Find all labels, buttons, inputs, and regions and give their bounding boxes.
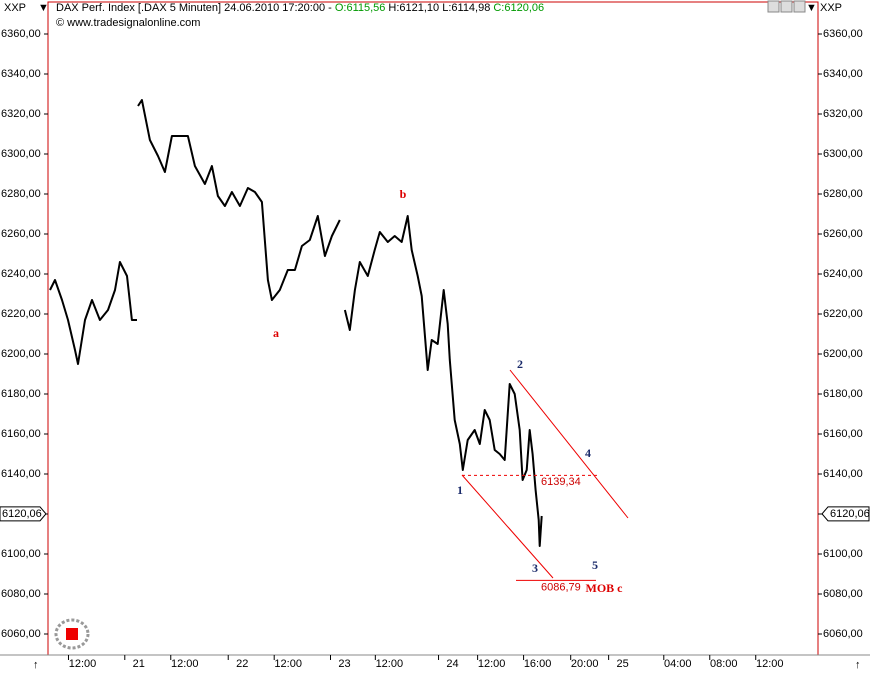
x-tick-label: 20:00 [571,658,599,670]
y-tick-label: 6200,00 [1,348,41,360]
symbol-label: XXP [820,2,842,14]
y-tick-label: 6060,00 [1,628,41,640]
close: C:6120,06 [493,2,544,14]
dropdown-arrow[interactable]: ▼ [38,2,49,14]
channel-line [461,474,554,579]
y-tick-label: 6180,00 [823,388,863,400]
x-tick-label: 08:00 [710,658,738,670]
x-tick-label: 12:00 [69,658,97,670]
y-tick-label: 6160,00 [1,428,41,440]
y-tick-label: 6100,00 [1,548,41,560]
level-label: 6086,79 [541,581,581,593]
wave-label: b [400,187,407,201]
y-tick-label: 6200,00 [823,348,863,360]
wave-label: a [273,326,279,340]
y-tick-label: 6280,00 [823,188,863,200]
wave-label: 4 [585,446,591,460]
window-buttons [767,0,806,13]
y-tick-label: 6180,00 [1,388,41,400]
last-price-marker [0,506,47,522]
instrument: DAX Perf. Index [.DAX 5 Minuten] 24.06.2… [56,2,335,14]
last-price-marker [821,506,870,522]
last-price-label: 6120,06 [2,508,42,520]
wave-label: MOB c [586,581,624,595]
y-tick-label: 6260,00 [823,228,863,240]
y-tick-label: 6280,00 [1,188,41,200]
y-tick-label: 6320,00 [1,108,41,120]
y-tick-label: 6060,00 [823,628,863,640]
copyright: © www.tradesignalonline.com [56,17,200,29]
y-tick-label: 6340,00 [823,68,863,80]
y-tick-label: 6140,00 [823,468,863,480]
y-tick-label: 6300,00 [1,148,41,160]
y-tick-label: 6160,00 [823,428,863,440]
price-line [49,99,543,547]
wave-label: 5 [592,558,598,572]
y-tick-label: 6260,00 [1,228,41,240]
y-tick-label: 6320,00 [823,108,863,120]
x-tick-label: 04:00 [664,658,692,670]
x-tick-label: 12:00 [756,658,784,670]
x-tick-label: 23 [338,658,350,670]
y-tick-label: 6080,00 [1,588,41,600]
y-tick-label: 6340,00 [1,68,41,80]
y-tick-label: 6220,00 [1,308,41,320]
button[interactable] [767,0,780,13]
y-tick-label: 6080,00 [823,588,863,600]
x-tick-label: 25 [617,658,629,670]
scroll-arrow[interactable]: ↑ [33,659,39,671]
channel-line [509,369,629,519]
y-tick-label: 6300,00 [823,148,863,160]
y-tick-label: 6140,00 [1,468,41,480]
wave-label: 1 [457,483,463,497]
x-tick-label: 21 [133,658,145,670]
open: O:6115,56 [335,2,386,14]
y-tick-label: 6240,00 [1,268,41,280]
x-tick-label: 22 [236,658,248,670]
x-tick-label: 24 [446,658,458,670]
wave-label: 2 [517,357,523,371]
y-tick-label: 6220,00 [823,308,863,320]
button[interactable] [793,0,806,13]
header: DAX Perf. Index [.DAX 5 Minuten] 24.06.2… [56,2,544,14]
button[interactable] [780,0,793,13]
y-tick-label: 6360,00 [1,28,41,40]
x-tick-label: 12:00 [171,658,199,670]
scroll-arrow[interactable]: ↑ [855,659,861,671]
high-low: H:6121,10 L:6114,98 [388,2,490,14]
logo [54,618,90,650]
y-tick-label: 6100,00 [823,548,863,560]
x-tick-label: 16:00 [524,658,552,670]
symbol-label: XXP [4,2,26,14]
x-tick-label: 12:00 [274,658,302,670]
level-label: 6139,34 [541,476,581,488]
x-tick-label: 12:00 [376,658,404,670]
x-tick-label: 12:00 [478,658,506,670]
last-price-label: 6120,06 [830,508,870,520]
dropdown-arrow[interactable]: ▼ [806,2,817,14]
wave-label: 3 [532,561,538,575]
y-tick-label: 6360,00 [823,28,863,40]
y-tick-label: 6240,00 [823,268,863,280]
plot-frame [47,1,819,656]
